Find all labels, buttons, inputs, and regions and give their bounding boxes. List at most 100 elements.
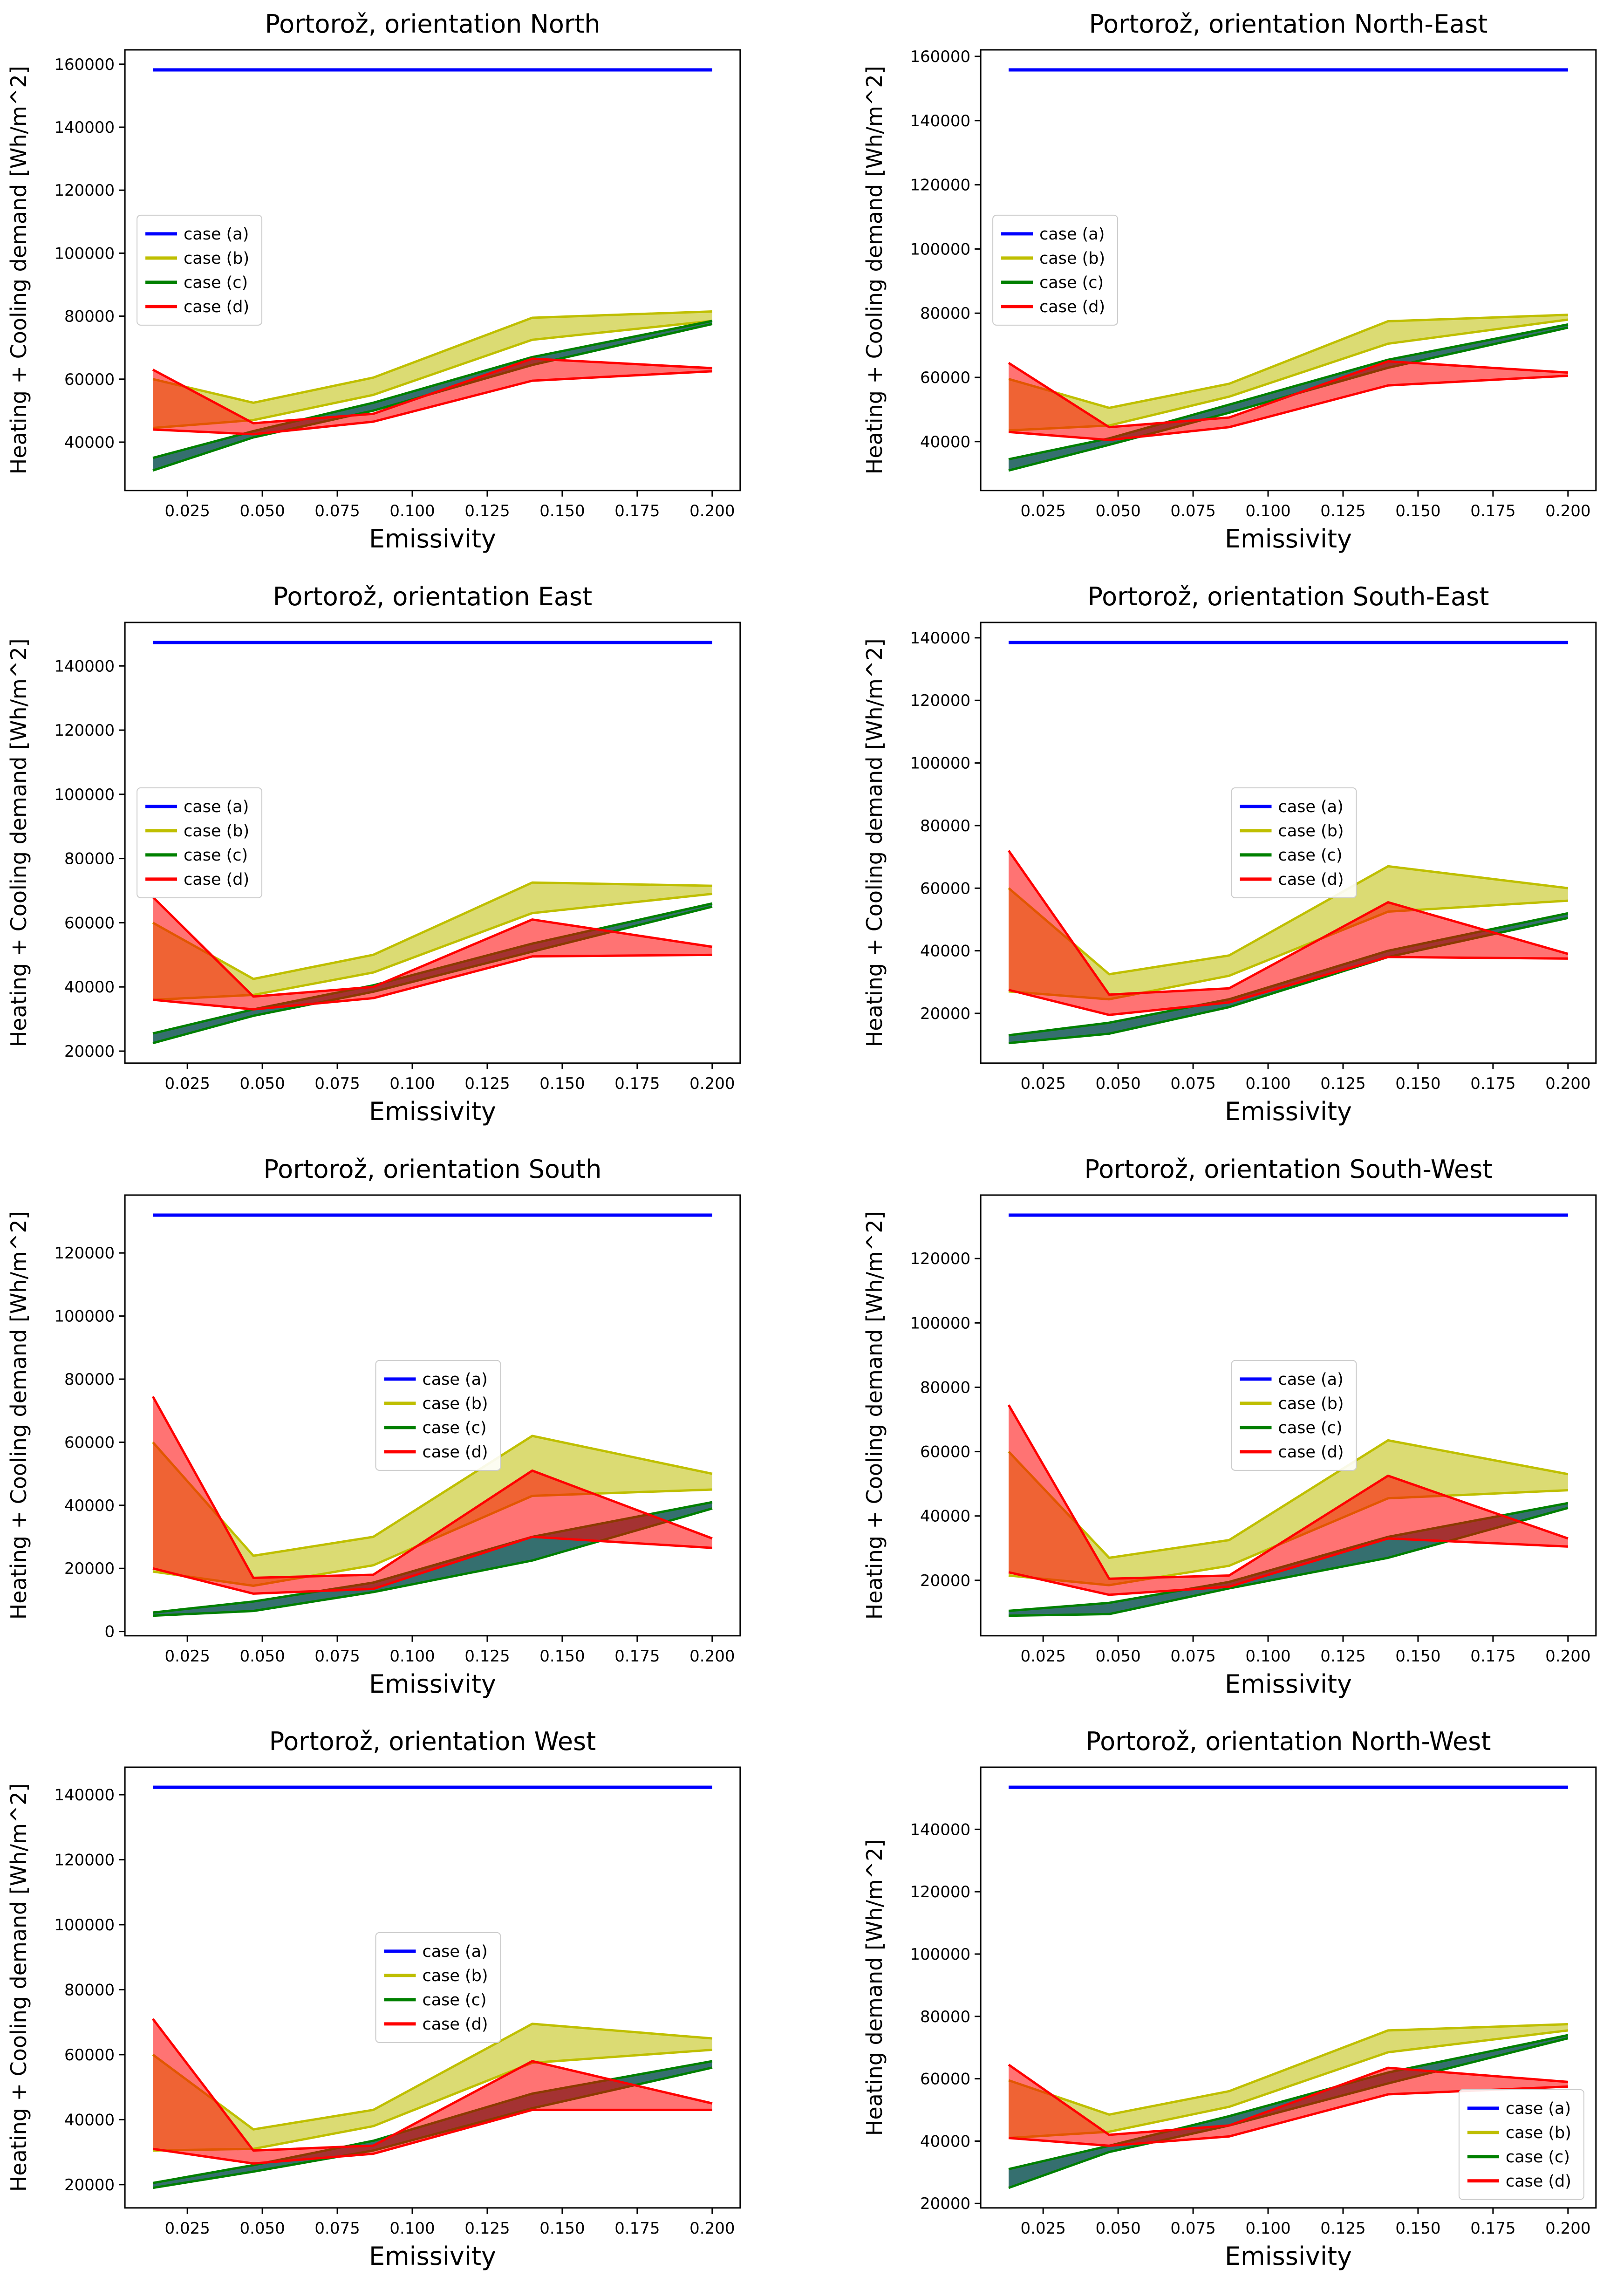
x-tick-label: 0.125 xyxy=(464,2219,510,2238)
case-d-upper-line xyxy=(1007,1404,1569,1580)
legend-label: case (b) xyxy=(1278,1394,1344,1413)
legend-item-case-d: case (d) xyxy=(1240,1442,1344,1461)
case-c-upper-line xyxy=(1008,323,1569,461)
case-d-upper-line xyxy=(1008,2064,1569,2136)
legend-box xyxy=(1231,787,1357,898)
legend-item-case-d: case (d) xyxy=(1001,298,1105,316)
x-tick-label: 0.075 xyxy=(1170,1074,1215,1093)
case-d-lower-line xyxy=(152,370,712,436)
x-tick-label: 0.175 xyxy=(614,1074,660,1093)
y-tick-label: 140000 xyxy=(54,1786,115,1805)
axes-frame xyxy=(124,622,741,1064)
y-tick-label: 100000 xyxy=(910,240,970,259)
case-d-upper-line xyxy=(1008,849,1569,996)
case-b-band xyxy=(153,882,712,1000)
legend-item-case-a: case (a) xyxy=(384,1942,488,1961)
chart-north-east: 0.025 0.050 0.075 0.100 0.125 0.150 0.175 0.200… xyxy=(862,9,1597,554)
legend-label: case (c) xyxy=(1278,846,1342,865)
x-tick-label: 0.150 xyxy=(539,1647,585,1665)
x-tick-label: 0.150 xyxy=(539,2219,585,2238)
y-tick-label: 100000 xyxy=(54,1307,115,1326)
case-d-lower-line xyxy=(152,2109,712,2165)
y-tick-label: 80000 xyxy=(64,308,115,326)
case-b-band xyxy=(1009,314,1568,431)
legend-label: case (d) xyxy=(184,298,249,316)
chart-north: 0.025 0.050 0.075 0.100 0.125 0.150 0.175 0.200… xyxy=(6,9,741,554)
case-b-upper-line xyxy=(152,310,712,404)
case-c-lower-line xyxy=(1008,326,1569,472)
x-axis-label: Emissivity xyxy=(369,1669,496,1698)
chart-title: Portorož, orientation North-East xyxy=(1089,9,1488,39)
case-d-lower-line xyxy=(152,1535,713,1595)
legend-label: case (b) xyxy=(1506,2124,1571,2142)
legend-item-case-d: case (d) xyxy=(384,2015,488,2034)
legend-label: case (d) xyxy=(184,870,249,889)
x-tick-label: 0.125 xyxy=(1320,502,1365,520)
legend: case (a) case (b) case (c) case (d) xyxy=(136,214,263,326)
case-d-lower-line xyxy=(1008,1537,1568,1596)
y-axis-label: Heating + Cooling demand [Wh/m^2] xyxy=(862,66,887,474)
case-d-upper-line xyxy=(152,2018,713,2152)
legend-label: case (b) xyxy=(422,1394,488,1413)
legend-item-case-a: case (a) xyxy=(1467,2099,1571,2118)
case-b-upper-line xyxy=(152,2023,713,2131)
y-tick-label: 80000 xyxy=(64,849,115,868)
legend-item-case-d: case (d) xyxy=(384,1442,488,1461)
chart-south-east: 0.025 0.050 0.075 0.100 0.125 0.150 0.175 0.200… xyxy=(862,582,1597,1126)
chart-title: Portorož, orientation North-West xyxy=(1085,1727,1491,1756)
y-axis-label: Heating + Cooling demand [Wh/m^2] xyxy=(6,1784,31,2192)
y-tick-label: 20000 xyxy=(920,1571,970,1590)
legend: case (a) case (b) case (c) case (d) xyxy=(1458,2089,1584,2201)
axes-frame xyxy=(980,1194,1597,1636)
y-tick-label: 40000 xyxy=(64,433,115,452)
x-tick-label: 0.100 xyxy=(389,1647,435,1665)
chart-south-west: 0.025 0.050 0.075 0.100 0.125 0.150 0.175 0.200… xyxy=(862,1154,1597,1698)
axes-frame xyxy=(980,49,1597,492)
legend-box xyxy=(992,214,1119,326)
legend-item-case-c: case (c) xyxy=(145,273,248,292)
x-tick-label: 0.050 xyxy=(239,2219,285,2238)
legend-label: case (b) xyxy=(184,822,249,841)
case-d-band xyxy=(1009,361,1568,440)
legend: case (a) case (b) case (c) case (d) xyxy=(1231,787,1357,898)
legend-item-case-d: case (d) xyxy=(1240,870,1344,889)
x-tick-label: 0.100 xyxy=(389,502,435,520)
y-tick-label: 140000 xyxy=(54,118,115,137)
legend-label: case (b) xyxy=(184,249,249,268)
y-tick-label: 80000 xyxy=(920,1378,970,1397)
x-tick-label: 0.100 xyxy=(389,2219,435,2238)
x-tick-label: 0.075 xyxy=(314,2219,360,2238)
subplot-west: 0.025 0.050 0.075 0.100 0.125 0.150 0.175 0.200… xyxy=(0,1717,812,2290)
legend-item-case-b: case (b) xyxy=(145,249,249,268)
x-tick-label: 0.050 xyxy=(1095,1074,1140,1093)
case-c-lower-line xyxy=(152,1507,713,1617)
x-tick-label: 0.050 xyxy=(1095,2219,1140,2238)
x-axis-label: Emissivity xyxy=(369,2242,496,2271)
x-tick-label: 0.175 xyxy=(1470,2219,1515,2238)
x-tick-label: 0.025 xyxy=(1021,502,1066,520)
y-tick-label: 140000 xyxy=(910,629,970,648)
x-tick-label: 0.050 xyxy=(1095,502,1140,520)
x-tick-label: 0.025 xyxy=(1021,1647,1066,1665)
y-tick-label: 60000 xyxy=(64,1433,115,1452)
x-tick-label: 0.175 xyxy=(1470,502,1515,520)
x-tick-label: 0.100 xyxy=(389,1074,435,1093)
legend-box xyxy=(136,787,263,898)
legend-label: case (c) xyxy=(1039,273,1104,292)
legend-item-case-b: case (b) xyxy=(1240,1394,1344,1413)
case-d-lower-line xyxy=(152,953,712,1011)
y-tick-label: 60000 xyxy=(64,2046,115,2064)
case-b-upper-line xyxy=(1008,2023,1568,2116)
legend-item-case-a: case (a) xyxy=(145,225,249,244)
legend-box xyxy=(375,1932,501,2044)
x-tick-label: 0.025 xyxy=(165,1647,210,1665)
x-tick-label: 0.200 xyxy=(1545,2219,1590,2238)
y-axis-label: Heating + Cooling demand [Wh/m^2] xyxy=(6,638,31,1047)
x-tick-label: 0.200 xyxy=(689,2219,735,2238)
case-d-upper-line xyxy=(1008,360,1569,429)
legend-item-case-b: case (b) xyxy=(1240,822,1344,841)
y-tick-label: 20000 xyxy=(920,2194,970,2213)
x-tick-label: 0.050 xyxy=(239,1074,285,1093)
y-axis-label: Heating + Cooling demand [Wh/m^2] xyxy=(862,1211,887,1620)
case-b-band xyxy=(153,1436,712,1586)
